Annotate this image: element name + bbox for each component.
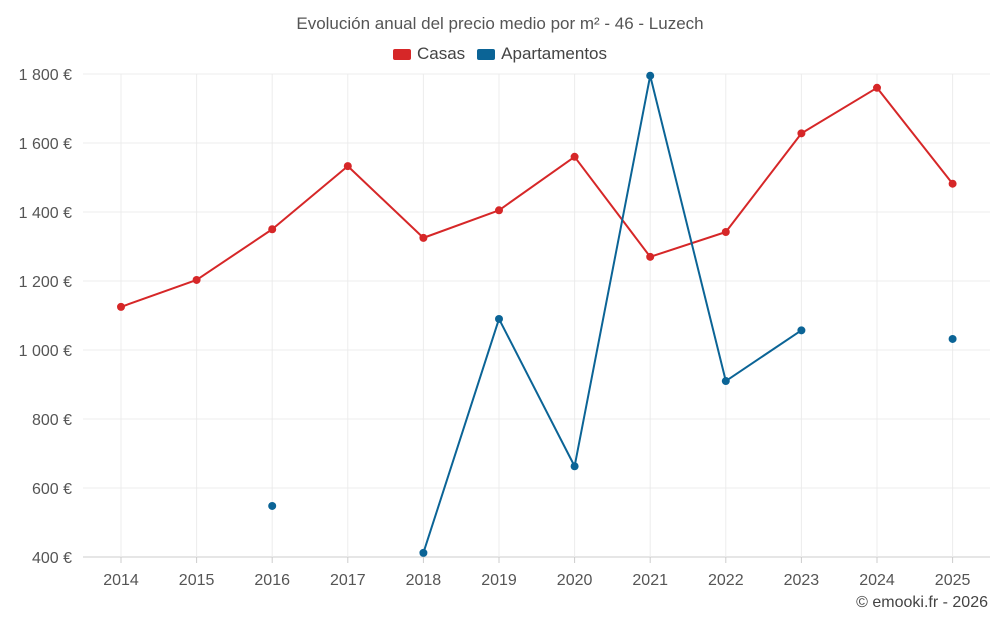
data-point-apartamentos [721, 377, 730, 386]
y-tick-label: 1 000 € [19, 343, 72, 360]
y-tick-label: 1 800 € [19, 67, 72, 84]
data-point-apartamentos [646, 71, 655, 80]
data-point-casas [646, 252, 655, 261]
data-point-casas [495, 206, 503, 215]
series-line-apartamentos [422, 74, 802, 554]
legend-item-apartamentos[interactable]: Apartamentos [477, 44, 607, 64]
x-tick-label: 2023 [784, 572, 820, 589]
data-point-casas [873, 83, 881, 92]
x-tick-label: 2019 [481, 572, 517, 589]
data-point-apartamentos [797, 326, 806, 335]
chart-legend: Casas Apartamentos [0, 44, 1000, 64]
y-tick-label: 1 600 € [19, 136, 72, 153]
y-tick-label: 600 € [32, 481, 72, 498]
x-tick-label: 2020 [557, 572, 593, 589]
data-point-casas [343, 162, 352, 171]
x-tick-label: 2025 [935, 572, 971, 589]
x-tick-label: 2018 [406, 572, 442, 589]
y-tick-label: 1 200 € [19, 274, 72, 291]
legend-swatch-apartamentos [477, 48, 496, 60]
data-point-casas [948, 179, 957, 188]
x-tick-label: 2014 [103, 572, 139, 589]
x-tick-label: 2015 [179, 572, 215, 589]
legend-label-apartamentos: Apartamentos [501, 44, 608, 63]
legend-item-casas[interactable]: Casas [392, 44, 466, 64]
x-tick-label: 2024 [859, 572, 895, 589]
data-point-casas [268, 225, 277, 234]
data-point-casas [192, 275, 201, 284]
credit-text: © emooki.fr - 2026 [856, 594, 988, 611]
data-point-apartamentos [419, 548, 428, 557]
data-point-casas [570, 152, 579, 161]
data-point-casas [117, 302, 125, 311]
data-point-apartamentos [268, 501, 277, 510]
data-point-casas [797, 129, 806, 138]
chart-title: Evolución anual del precio medio por m² … [296, 14, 704, 33]
x-tick-label: 2016 [254, 572, 290, 589]
y-tick-label: 800 € [32, 412, 72, 429]
x-tick-label: 2022 [708, 572, 744, 589]
x-tick-label: 2021 [632, 572, 668, 589]
y-tick-label: 400 € [32, 550, 72, 567]
data-point-apartamentos [948, 334, 957, 343]
data-point-casas [721, 228, 730, 237]
data-point-apartamentos [570, 462, 579, 471]
legend-swatch-casas [392, 48, 411, 60]
legend-label-casas: Casas [416, 44, 466, 63]
data-point-casas [419, 233, 428, 242]
series-line-casas [120, 86, 954, 308]
x-tick-label: 2017 [330, 572, 366, 589]
data-point-apartamentos [495, 314, 503, 323]
y-tick-label: 1 400 € [19, 205, 72, 222]
